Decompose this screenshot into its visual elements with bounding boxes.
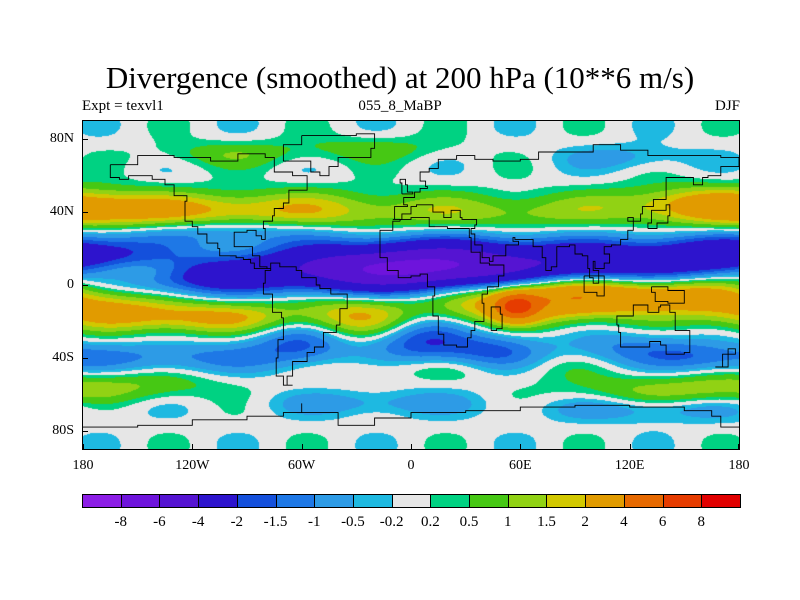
legend-swatch xyxy=(352,494,393,508)
x-tick-label: 180 xyxy=(72,458,94,473)
x-tick-mark xyxy=(192,444,194,450)
y-tick-label: 0 xyxy=(67,277,74,292)
coastline-7 xyxy=(399,178,414,195)
x-tick-label: 120E xyxy=(614,458,645,473)
chart-title: Divergence (smoothed) at 200 hPa (10**6 … xyxy=(105,60,695,95)
legend-swatch xyxy=(120,494,161,508)
x-tick-mark xyxy=(629,444,631,450)
legend-swatch xyxy=(662,494,703,508)
x-tick-mark xyxy=(83,444,84,450)
legend-level-label: -0.2 xyxy=(379,514,404,530)
legend-swatch xyxy=(469,494,509,508)
legend-level-label: 6 xyxy=(658,514,667,530)
legend-level-label: 8 xyxy=(697,514,706,530)
color-legend xyxy=(82,494,741,508)
x-tick-mark xyxy=(520,444,522,450)
legend-level-label: 1 xyxy=(504,514,512,530)
subtitle-left: Expt = texvl1 xyxy=(82,98,164,114)
y-tick-mark xyxy=(82,430,88,432)
legend-swatch xyxy=(701,494,741,508)
coastline-6 xyxy=(83,403,739,428)
legend-level-label: -0.5 xyxy=(341,514,365,530)
map-svg xyxy=(83,121,739,449)
legend-level-label: -2 xyxy=(230,514,244,530)
legend-swatch xyxy=(314,494,354,508)
coastline-4 xyxy=(490,306,503,332)
y-tick-label: 40S xyxy=(52,349,74,365)
legend-level-label: -1 xyxy=(307,514,321,530)
coastline-8 xyxy=(647,204,671,229)
coastline-2 xyxy=(379,217,505,348)
x-tick-label: 60E xyxy=(509,458,532,473)
x-tick-label: 60W xyxy=(288,458,316,473)
legend-swatch xyxy=(585,494,625,508)
subtitle-right: DJF xyxy=(714,98,740,114)
legend-swatch xyxy=(275,494,316,508)
legend-level-label: 4 xyxy=(620,514,628,530)
y-tick-mark xyxy=(82,357,88,359)
map-plot-area xyxy=(82,120,740,450)
legend-swatch xyxy=(236,494,277,508)
y-tick-label: 40N xyxy=(49,204,74,220)
coastline-1 xyxy=(392,144,739,284)
legend-level-label: 0.5 xyxy=(459,514,479,530)
legend-level-label: -4 xyxy=(191,514,205,530)
legend-level-label: -6 xyxy=(153,514,166,530)
x-tick-mark xyxy=(411,444,412,450)
coastline-9 xyxy=(583,275,605,297)
legend-swatch xyxy=(507,494,548,508)
coastline-0 xyxy=(109,153,348,386)
x-tick-mark xyxy=(301,444,303,450)
y-tick-mark xyxy=(82,212,88,214)
x-tick-mark xyxy=(738,444,739,450)
subtitle-center: 055_8_MaBP xyxy=(358,98,442,114)
legend-level-label: -1.5 xyxy=(263,514,288,530)
legend-swatch xyxy=(391,494,432,508)
x-tick-label: 0 xyxy=(407,458,415,473)
y-tick-label: 80S xyxy=(52,422,74,438)
legend-level-label: -8 xyxy=(114,514,127,530)
legend-swatch xyxy=(82,494,122,508)
legend-level-label: 2 xyxy=(581,514,589,530)
legend-swatch xyxy=(430,494,471,508)
legend-swatch xyxy=(623,494,664,508)
legend-swatch xyxy=(546,494,587,508)
x-tick-label: 180 xyxy=(728,458,750,473)
coastline-11 xyxy=(715,348,736,368)
legend-swatch xyxy=(159,494,200,508)
legend-level-label: 0.2 xyxy=(420,514,440,530)
coastline-5 xyxy=(282,133,376,177)
y-tick-label: 80N xyxy=(49,131,74,147)
coastline-10 xyxy=(651,286,685,304)
coastline-3 xyxy=(616,304,691,355)
legend-level-label: 1.5 xyxy=(537,514,556,530)
legend-swatch xyxy=(198,494,238,508)
divergence-field xyxy=(83,121,739,449)
y-tick-mark xyxy=(82,285,88,286)
x-tick-label: 120W xyxy=(175,458,210,473)
y-tick-mark xyxy=(82,139,88,141)
